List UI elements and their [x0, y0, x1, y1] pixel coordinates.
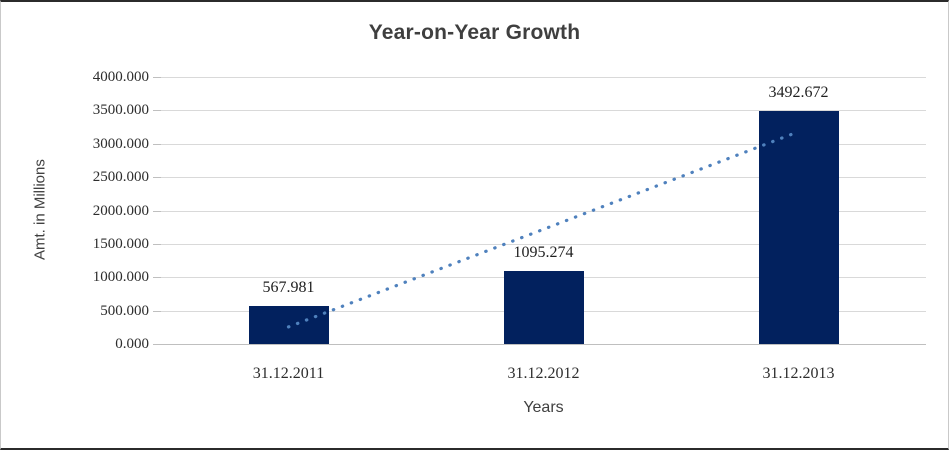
gridline [161, 110, 926, 111]
x-axis-line [161, 344, 926, 345]
y-tick-label: 2500.000 [92, 169, 149, 185]
bar [758, 110, 839, 344]
y-tick-label: 2000.000 [92, 203, 149, 219]
chart-title: Year-on-Year Growth [368, 21, 581, 44]
x-category-label: 31.12.2011 [252, 365, 325, 382]
gridline [161, 77, 926, 78]
bar [503, 270, 584, 344]
data-label: 1095.274 [513, 243, 574, 261]
y-axis-tick [153, 144, 161, 145]
x-axis-title: Years [523, 399, 564, 416]
y-tick-label: 4000.000 [92, 69, 149, 85]
y-axis-tick [153, 177, 161, 178]
y-axis-tick [153, 344, 161, 345]
y-tick-label: 1000.000 [92, 269, 149, 285]
data-label: 3492.672 [768, 83, 829, 101]
x-category-label: 31.12.2013 [762, 365, 835, 382]
y-tick-label: 1500.000 [92, 236, 149, 252]
data-label: 567.981 [262, 279, 315, 297]
x-category-label: 31.12.2012 [507, 365, 580, 382]
y-tick-label: 500.000 [100, 303, 149, 319]
y-tick-label: 3000.000 [92, 136, 149, 152]
y-axis-tick [153, 244, 161, 245]
y-tick-label: 0.000 [115, 336, 149, 352]
y-axis-tick [153, 77, 161, 78]
y-tick-label: 3500.000 [92, 102, 149, 118]
y-axis-tick [153, 277, 161, 278]
bar [248, 306, 329, 344]
y-axis-tick [153, 311, 161, 312]
y-axis-tick [153, 211, 161, 212]
y-axis-tick [153, 110, 161, 111]
